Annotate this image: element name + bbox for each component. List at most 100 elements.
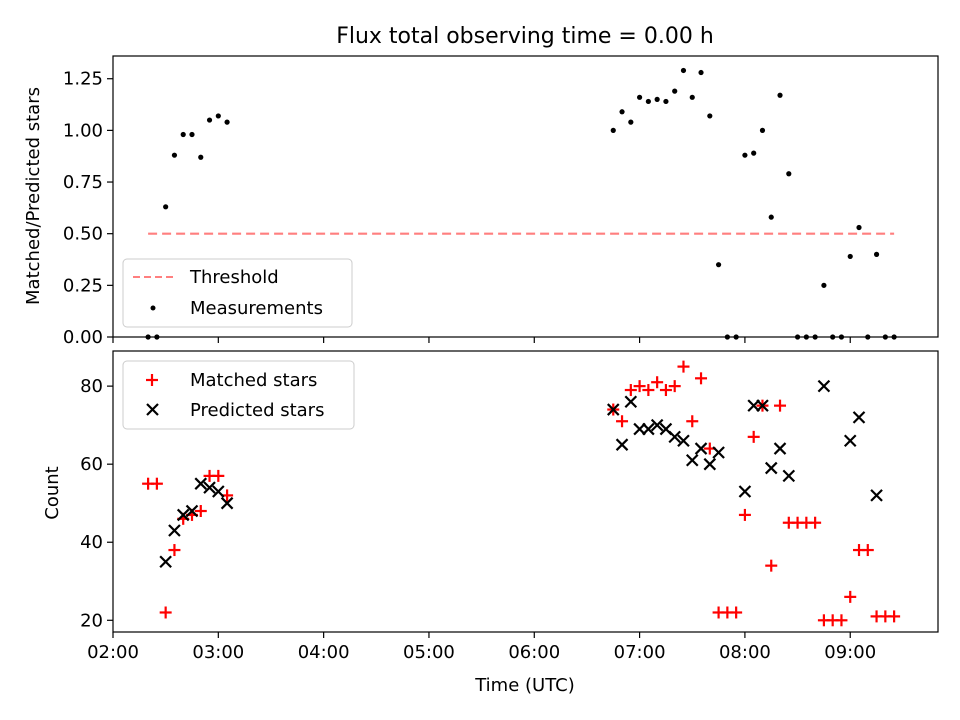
x-tick-label: 06:00	[508, 642, 560, 663]
predicted-star-point	[606, 403, 620, 416]
measurement-point	[198, 154, 204, 160]
x-tick-label: 07:00	[614, 642, 666, 663]
predicted-star-point	[773, 442, 787, 455]
matched-star-point	[159, 606, 172, 619]
matched-star-point	[642, 384, 655, 397]
count-y-tick-label: 60	[80, 454, 103, 475]
measurement-point	[742, 152, 748, 158]
predicted-star-point	[738, 485, 752, 498]
count-panel: 02:00 03:00 04:00 05:00 06:00 07:00 08:00 09:00…	[42, 350, 939, 696]
measurement-point	[873, 251, 880, 257]
predicted-star-point	[212, 485, 225, 498]
measurement-point	[856, 224, 862, 231]
count-y-tick-label: 20	[80, 610, 103, 631]
matched-star-point	[844, 590, 857, 603]
measurement-point	[663, 98, 669, 105]
matched-star-point	[651, 376, 664, 389]
count-panel-border	[112, 350, 939, 633]
ratio-y-tick-label: 0.50	[63, 224, 103, 245]
measurement-point	[768, 214, 774, 220]
measurement-point	[628, 119, 634, 125]
measurement-point	[707, 113, 713, 119]
x-axis-label: Time (UTC)	[474, 675, 575, 696]
x-tick-label: 04:00	[298, 642, 350, 663]
measurement-point	[215, 113, 221, 119]
count-y-axis-label: Count	[42, 466, 63, 519]
ratio-y-tick-label: 1.00	[63, 120, 103, 141]
matched-star-point	[677, 360, 690, 373]
ratio-panel-border	[112, 55, 939, 338]
count-legend-box	[122, 360, 355, 430]
measurement-point	[680, 67, 687, 74]
measurement-point	[189, 131, 195, 138]
matched-star-point	[194, 505, 207, 518]
measurement-point	[751, 150, 757, 156]
x-tick-label: 05:00	[403, 642, 455, 663]
predicted-star-point	[624, 395, 638, 409]
matched-star-point	[659, 384, 672, 397]
measurement-point	[224, 119, 230, 125]
legend-matched-label: Matched stars	[190, 370, 317, 391]
matched-star-point	[616, 415, 629, 428]
legend-predicted-swatch	[146, 403, 159, 416]
matched-star-point	[738, 508, 751, 521]
predicted-star-point	[159, 555, 172, 569]
predicted-star-point	[642, 422, 655, 436]
x-tick-label: 08:00	[719, 642, 771, 663]
predicted-star-point	[843, 434, 857, 448]
predicted-star-point	[694, 442, 708, 455]
predicted-star-point	[677, 434, 690, 448]
measurement-point	[645, 98, 651, 105]
predicted-star-point	[852, 411, 866, 424]
legend-predicted-label: Predicted stars	[190, 400, 324, 421]
measurement-point	[786, 171, 792, 177]
ratio-legend-box	[122, 258, 353, 328]
predicted-star-point	[650, 418, 664, 432]
measurement-point	[610, 127, 616, 133]
predicted-star-point	[220, 496, 234, 510]
legend-matched-swatch	[146, 374, 158, 386]
measurement-point	[777, 92, 783, 98]
count-y-tick-label: 40	[80, 532, 103, 553]
matched-star-point	[633, 380, 646, 393]
measurement-point	[847, 253, 853, 260]
legend-threshold-label: Threshold	[189, 267, 279, 288]
measurement-point	[759, 127, 766, 133]
predicted-star-point	[817, 379, 831, 393]
count-y-tick-label: 80	[80, 376, 103, 397]
predicted-star-point	[756, 399, 769, 412]
measurement-point	[821, 282, 827, 288]
measurement-point	[619, 109, 625, 115]
matched-star-point	[695, 372, 708, 385]
matched-star-point	[835, 614, 848, 627]
measurement-point	[206, 117, 213, 123]
ratio-y-tick-label: 1.25	[63, 69, 103, 90]
predicted-star-point	[176, 508, 190, 522]
chart-title: Flux total observing time = 0.00 h	[336, 24, 714, 49]
measurement-point	[689, 94, 695, 100]
count-legend: Matched stars Predicted stars	[122, 360, 355, 430]
matched-star-point	[809, 516, 822, 529]
measurement-point	[171, 152, 178, 158]
ratio-y-tick-label: 0.75	[63, 172, 103, 193]
predicted-star-point	[194, 477, 208, 490]
legend-measurements-swatch	[150, 305, 156, 311]
matched-star-point	[624, 384, 637, 397]
matched-star-point	[150, 477, 163, 490]
measurement-point	[163, 204, 169, 210]
ratio-legend: Threshold Measurements	[122, 258, 353, 328]
predicted-star-point	[685, 453, 699, 467]
measurement-point	[715, 262, 722, 268]
predicted-star-point	[764, 461, 778, 475]
x-tick-label: 09:00	[824, 642, 876, 663]
predicted-star-point	[203, 481, 216, 494]
ratio-y-tick-label: 0.25	[63, 275, 103, 296]
measurement-point	[180, 131, 186, 138]
matched-star-point	[212, 469, 225, 482]
predicted-star-point	[185, 504, 199, 518]
predicted-star-point	[703, 457, 717, 471]
measurement-point	[698, 69, 704, 76]
predicted-star-point	[668, 430, 681, 444]
x-tick-label: 03:00	[192, 642, 244, 663]
